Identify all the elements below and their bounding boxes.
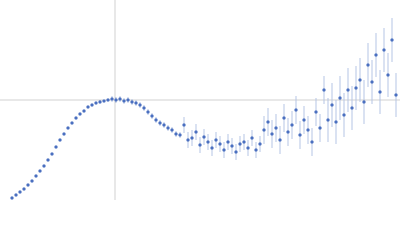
data-point	[338, 96, 342, 100]
data-point	[14, 193, 18, 197]
data-point	[166, 126, 170, 130]
data-point	[350, 106, 354, 110]
data-point	[250, 136, 254, 140]
data-point	[194, 130, 198, 134]
page: (() => { const data = JSON.parse(documen…	[0, 0, 400, 200]
data-point	[234, 150, 238, 154]
data-point	[262, 128, 266, 132]
data-point	[94, 101, 98, 105]
data-point	[10, 196, 14, 200]
data-point	[314, 110, 318, 114]
data-point	[226, 140, 230, 144]
data-point	[82, 109, 86, 113]
data-point	[30, 179, 34, 183]
data-point	[382, 48, 386, 52]
data-point	[366, 63, 370, 67]
data-point	[306, 128, 310, 132]
data-point	[374, 53, 378, 57]
data-point	[230, 144, 234, 148]
data-point	[330, 103, 334, 107]
data-point	[310, 140, 314, 144]
data-point	[50, 152, 54, 156]
data-point	[266, 120, 270, 124]
data-point	[346, 88, 350, 92]
data-point	[246, 146, 250, 150]
data-point	[362, 100, 366, 104]
data-point	[270, 132, 274, 136]
data-point	[242, 140, 246, 144]
data-point	[254, 148, 258, 152]
data-point	[210, 146, 214, 150]
data-point	[106, 98, 110, 102]
data-point	[162, 123, 166, 127]
data-point	[218, 142, 222, 146]
data-point	[22, 187, 26, 191]
data-point	[290, 123, 294, 127]
data-point	[286, 130, 290, 134]
data-point	[378, 90, 382, 94]
data-point	[114, 98, 118, 102]
data-point	[102, 99, 106, 103]
data-point	[118, 97, 122, 101]
data-point	[186, 138, 190, 142]
data-point	[170, 128, 174, 132]
data-point	[78, 112, 82, 116]
data-point	[282, 116, 286, 120]
data-point	[66, 126, 70, 130]
data-point	[134, 101, 138, 105]
data-point	[202, 135, 206, 139]
data-point	[394, 93, 398, 97]
data-point	[18, 190, 22, 194]
data-point	[130, 100, 134, 104]
data-point	[258, 142, 262, 146]
data-point	[154, 118, 158, 122]
data-point	[326, 118, 330, 122]
data-point	[198, 143, 202, 147]
data-point	[190, 136, 194, 140]
data-point	[358, 78, 362, 82]
data-point	[58, 138, 62, 142]
data-point	[274, 126, 278, 130]
data-point	[46, 158, 50, 162]
data-point	[182, 123, 186, 127]
data-point	[238, 142, 242, 146]
data-point	[122, 99, 126, 103]
data-point	[342, 113, 346, 117]
data-point	[110, 97, 114, 101]
data-point	[126, 98, 130, 102]
data-point	[146, 110, 150, 114]
data-point	[222, 148, 226, 152]
data-point	[138, 103, 142, 107]
data-point	[150, 114, 154, 118]
data-point	[390, 38, 394, 42]
data-point	[42, 164, 46, 168]
data-point	[74, 116, 78, 120]
data-point	[174, 132, 178, 136]
data-point	[206, 140, 210, 144]
data-point	[142, 106, 146, 110]
data-point	[354, 86, 358, 90]
data-point	[178, 133, 182, 137]
chart	[0, 0, 400, 200]
data-point	[278, 138, 282, 142]
data-point	[90, 103, 94, 107]
data-point	[214, 138, 218, 142]
data-point	[302, 118, 306, 122]
data-point	[298, 133, 302, 137]
data-point	[54, 145, 58, 149]
data-point	[26, 183, 30, 187]
data-point	[294, 108, 298, 112]
data-point	[70, 121, 74, 125]
data-point	[38, 169, 42, 173]
data-point	[62, 132, 66, 136]
data-point	[334, 120, 338, 124]
data-point	[86, 105, 90, 109]
data-point	[370, 80, 374, 84]
data-point	[386, 73, 390, 77]
data-point	[34, 174, 38, 178]
data-point	[322, 88, 326, 92]
data-point	[318, 126, 322, 130]
data-point	[98, 100, 102, 104]
data-point	[158, 121, 162, 125]
